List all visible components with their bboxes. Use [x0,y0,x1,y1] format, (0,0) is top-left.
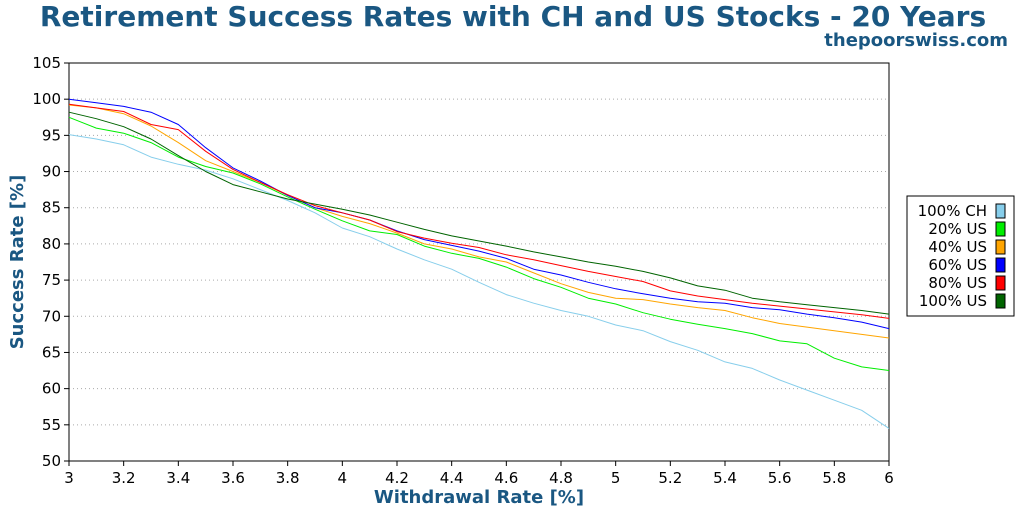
y-tick-label: 105 [32,54,61,72]
series-line-100-ch [68,134,890,429]
x-axis-label: Withdrawal Rate [%] [374,487,584,508]
series-line-40-us [68,104,890,339]
legend-swatch [995,293,1006,309]
y-tick-label: 75 [42,271,61,289]
legend-swatch [995,257,1006,273]
x-axis-ticks: 3 3.2 3.4 3.6 3.8 4 4.2 4.4 4.6 4.8 5 5.2 5.4 5.6 5.8 6 [64,461,894,487]
x-tick-label: 4.8 [549,469,573,487]
x-tick-label: 5 [611,469,621,487]
y-tick-label: 50 [42,452,61,470]
x-tick-label: 3.8 [276,469,300,487]
legend-entry: 100% CH [918,202,987,220]
y-tick-label: 100 [32,90,61,108]
x-tick-label: 5.8 [822,469,846,487]
series-line-60-us [68,98,890,330]
y-tick-label: 65 [42,343,61,361]
legend-entry: 20% US [928,220,987,238]
x-tick-label: 3.6 [221,469,245,487]
x-tick-label: 4 [338,469,348,487]
chart-title: Retirement Success Rates with CH and US … [40,0,986,33]
y-tick-label: 70 [42,307,61,325]
y-axis-ticks: 50 55 60 65 70 75 80 85 90 95 100 105 [32,54,69,470]
legend-swatch [995,203,1006,219]
y-tick-label: 60 [42,380,61,398]
legend-entry: 100% US [919,292,987,310]
y-axis-label: Success Rate [%] [7,175,28,350]
legend-entry: 80% US [928,274,987,292]
series-line-20-us [68,116,890,371]
series-lines [68,98,890,429]
x-tick-label: 3.4 [166,469,190,487]
x-tick-label: 5.2 [658,469,682,487]
legend-swatch [995,239,1006,255]
y-tick-label: 80 [42,235,61,253]
y-tick-label: 90 [42,163,61,181]
series-line-100-us [68,111,890,315]
legend-entry: 40% US [928,238,987,256]
legend-entry: 60% US [928,256,987,274]
x-tick-label: 5.4 [713,469,737,487]
x-tick-label: 5.6 [768,469,792,487]
x-tick-label: 3.2 [112,469,136,487]
y-tick-label: 85 [42,199,61,217]
series-line-80-us [68,103,890,319]
x-tick-label: 3 [64,469,74,487]
x-tick-label: 4.6 [494,469,518,487]
y-tick-label: 95 [42,126,61,144]
x-tick-label: 4.2 [385,469,409,487]
legend-swatch [995,275,1006,291]
grid-lines [69,98,889,426]
plot-frame [68,62,890,462]
x-tick-label: 6 [884,469,894,487]
x-tick-label: 4.4 [440,469,464,487]
y-tick-label: 55 [42,416,61,434]
legend-swatch [995,221,1006,237]
chart-subtitle: thepoorswiss.com [824,30,1008,51]
